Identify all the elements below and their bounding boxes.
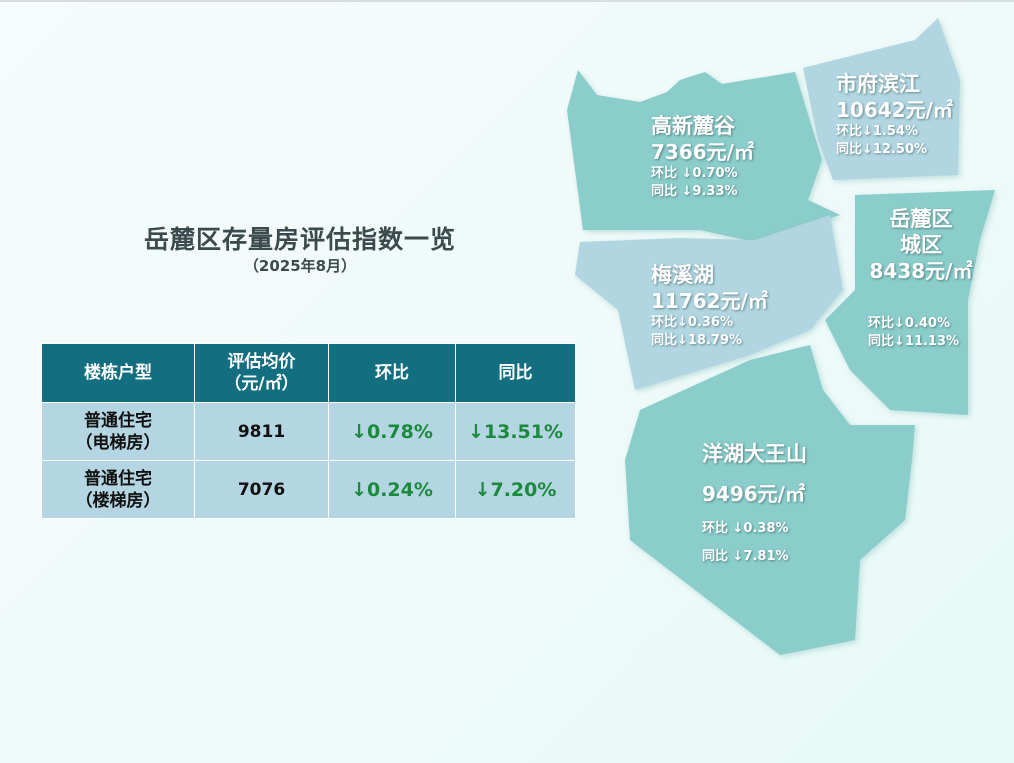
region-label-meixihu: 梅溪湖 11762元/㎡ 环比↓0.36% 同比↓18.79% [651,262,768,350]
region-yuelu-chengqu[interactable] [825,190,995,415]
price-index-table: 楼栋户型 评估均价 （元/㎡） 环比 同比 普通住宅 （电梯房） 9811 ↓0… [41,343,576,519]
page-subtitle: （2025年8月） [243,257,357,275]
cell-mom: ↓0.78% [328,402,456,461]
region-price: 8438元/㎡ [869,259,973,283]
region-yoy: 同比 ↓7.81% [702,549,789,564]
cell-mom: ↓0.24% [328,460,456,519]
region-name: 高新麓谷 [651,114,735,138]
top-border [0,0,1014,2]
region-label-chengqu: 岳麓区 城区 8438元/㎡ [866,206,976,284]
region-gaoxin-lugu[interactable] [567,70,840,240]
region-price: 11762元/㎡ [651,289,768,313]
region-price: 7366元/㎡ [651,140,754,164]
cell-type: 普通住宅 （电梯房） [41,402,195,461]
region-price: 9496元/㎡ [702,482,805,506]
region-yoy: 同比↓18.79% [651,333,743,348]
region-yanghu-dawangshan[interactable] [625,345,915,655]
region-name: 梅溪湖 [651,263,714,287]
region-mom: 环比 ↓0.70% [651,166,738,181]
cell-yoy: ↓13.51% [455,402,576,461]
page-title: 岳麓区存量房评估指数一览 [143,225,456,254]
region-price: 10642元/㎡ [836,98,953,122]
cell-yoy: ↓7.20% [455,460,576,519]
table-header-row: 楼栋户型 评估均价 （元/㎡） 环比 同比 [41,343,576,403]
cell-type: 普通住宅 （楼梯房） [41,460,195,519]
table-row: 普通住宅 （电梯房） 9811 ↓0.78% ↓13.51% [41,402,576,461]
table-row: 普通住宅 （楼梯房） 7076 ↓0.24% ↓7.20% [41,460,576,519]
region-label-shifu: 市府滨江 10642元/㎡ 环比↓1.54% 同比↓12.50% [836,71,953,159]
region-mom: 环比↓0.36% [651,315,733,330]
region-label-yanghu: 洋湖大王山 9496元/㎡ 环比 ↓0.38% 同比 ↓7.81% [702,441,807,571]
region-mom: 环比↓1.54% [836,124,918,139]
col-header-type: 楼栋户型 [41,343,195,403]
region-mom: 环比 ↓0.38% [702,521,789,536]
region-yoy: 同比↓12.50% [836,142,928,157]
region-yoy: 同比 ↓9.33% [651,184,738,199]
region-name: 市府滨江 [836,72,920,96]
region-name: 岳麓区 城区 [889,207,953,257]
region-stats-chengqu: 环比↓0.40% 同比↓11.13% [868,315,959,351]
cell-price: 9811 [194,402,329,461]
region-shifu-binjiang[interactable] [803,18,960,180]
col-header-mom: 环比 [328,343,456,403]
col-header-price: 评估均价 （元/㎡） [194,343,329,403]
region-mom: 环比↓0.40% [868,316,950,331]
cell-price: 7076 [194,460,329,519]
region-meixihu[interactable] [575,215,843,390]
col-header-yoy: 同比 [455,343,576,403]
region-yoy: 同比↓11.13% [868,334,960,349]
region-name: 洋湖大王山 [702,442,807,466]
region-label-gaoxin: 高新麓谷 7366元/㎡ 环比 ↓0.70% 同比 ↓9.33% [651,113,754,201]
